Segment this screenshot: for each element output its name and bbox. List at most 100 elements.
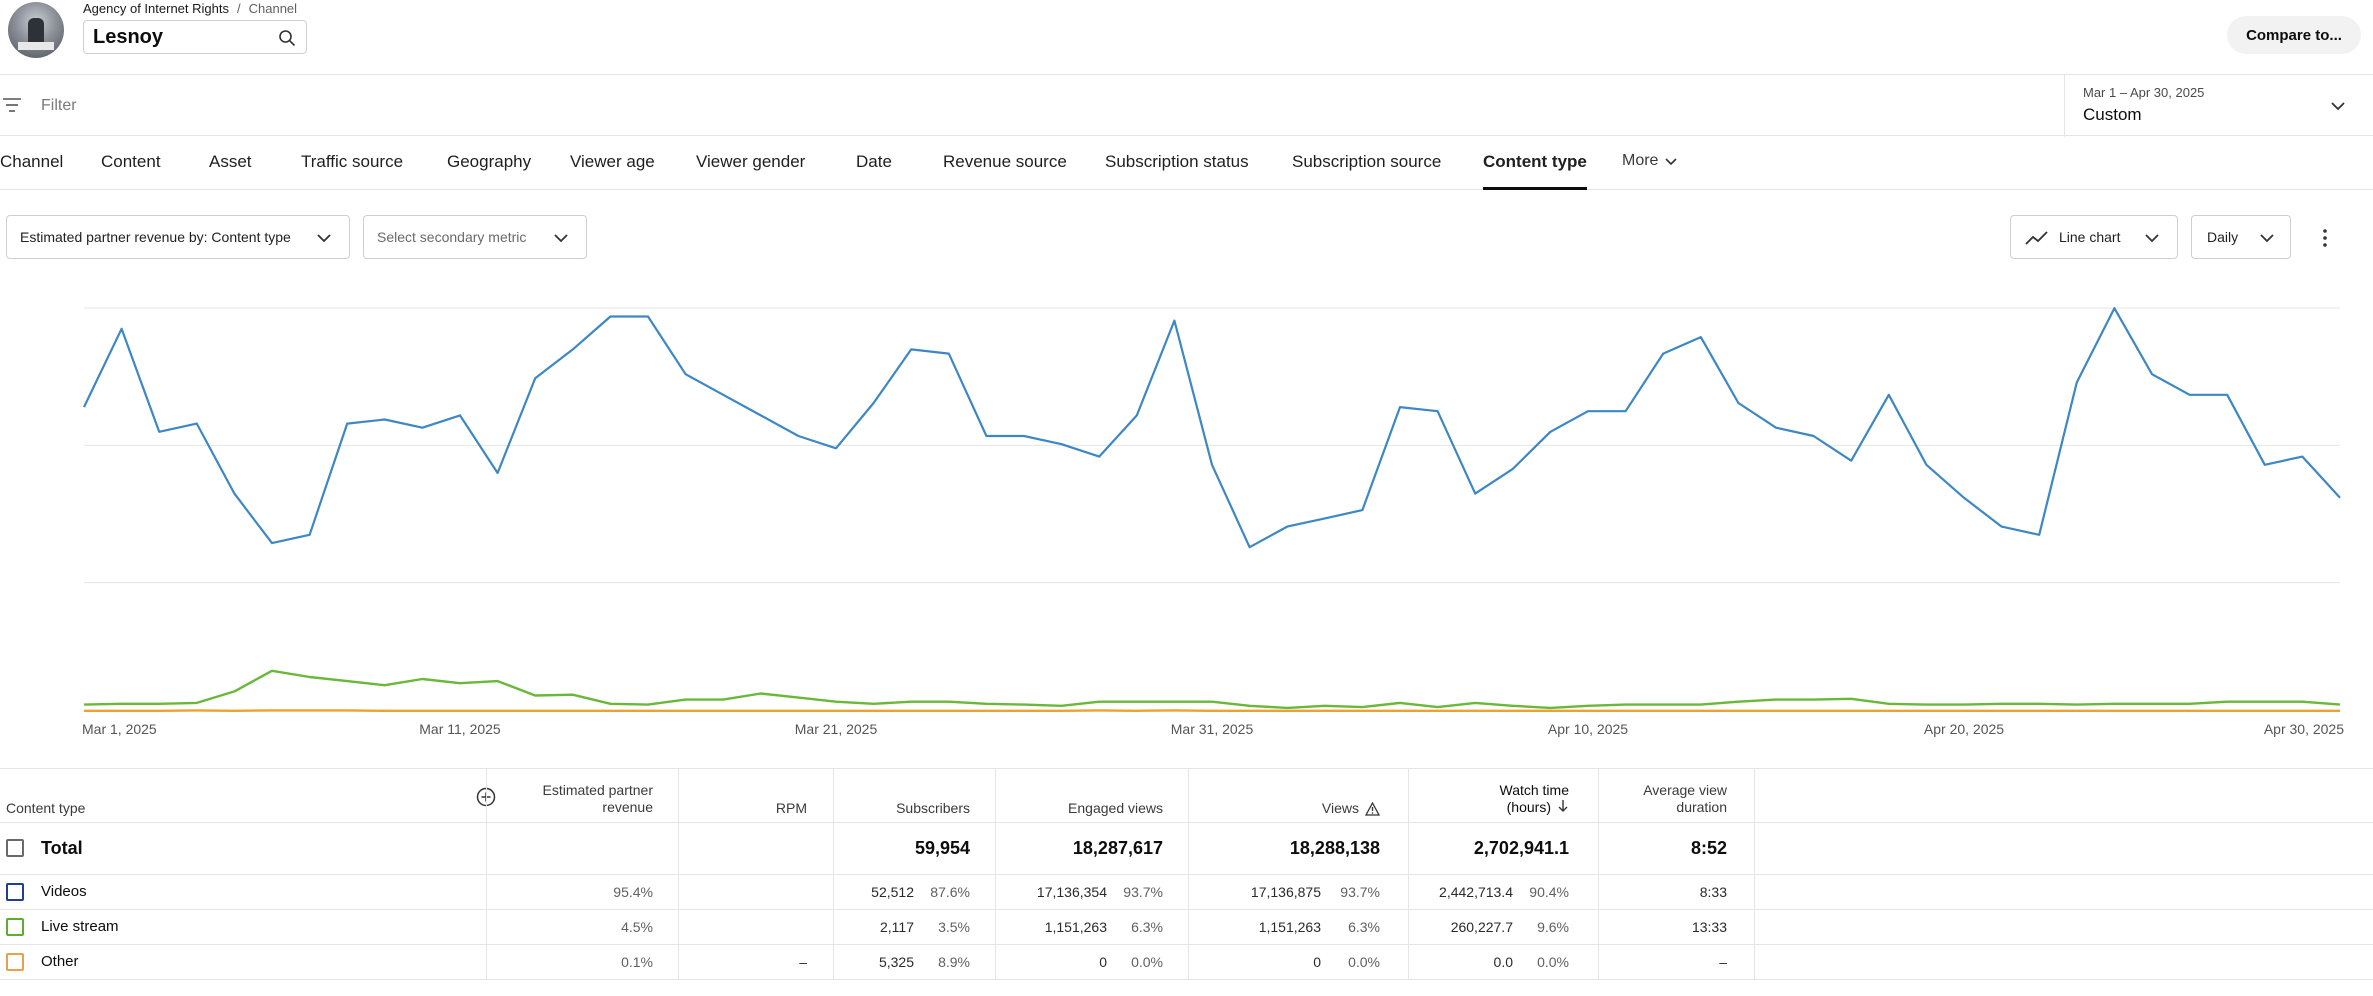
row-subscribers-pct: 3.5%: [938, 919, 970, 935]
tab-geography[interactable]: Geography: [447, 152, 532, 171]
total-subscribers: 59,954: [914, 838, 970, 858]
primary-metric-dropdown[interactable]: Estimated partner revenue by: Content ty…: [6, 215, 350, 259]
row-watch-time: 2,442,713.4: [1439, 884, 1513, 900]
column-divider: [1754, 768, 1755, 980]
row-label: Live stream: [41, 918, 119, 935]
chevron-down-icon: [1665, 158, 1678, 166]
tab-viewer-age[interactable]: Viewer age: [570, 152, 655, 171]
date-range-picker[interactable]: Mar 1 – Apr 30, 2025 Custom: [2064, 75, 2373, 137]
col-watch-time[interactable]: Watch time (hours): [1500, 782, 1570, 816]
tab-revenue-source[interactable]: Revenue source: [943, 152, 1067, 171]
col-avg-view-duration[interactable]: Average view duration: [1643, 782, 1727, 816]
row-subscribers: 5,325: [878, 954, 914, 970]
chart-type-label: Line chart: [2059, 229, 2121, 245]
tab-more-label: More: [1622, 152, 1659, 169]
row-revenue-pct: 0.1%: [621, 954, 653, 970]
table-row: Videos 95.4% 87.6% 52,512 93.7% 17,136,354 93.…: [0, 875, 2373, 910]
tab-content-type[interactable]: Content type: [1483, 152, 1587, 190]
total-watch-time: 2,702,941.1: [1473, 838, 1569, 858]
series-checkbox[interactable]: [6, 953, 24, 971]
column-divider: [833, 768, 834, 980]
row-label: Videos: [41, 883, 87, 900]
row-views-pct: 6.3%: [1348, 919, 1380, 935]
total-avg-duration: 8:52: [1690, 838, 1727, 858]
row-engaged-pct: 0.0%: [1131, 954, 1163, 970]
col-views-label: Views: [1321, 800, 1359, 816]
chart-x-ticks: Mar 1, 2025 Mar 11, 2025 Mar 21, 2025 Mar 3…: [82, 721, 2344, 737]
tab-traffic-source[interactable]: Traffic source: [301, 152, 404, 171]
chevron-down-icon: [317, 234, 331, 243]
channel-avatar[interactable]: [8, 2, 64, 58]
search-icon[interactable]: [278, 29, 296, 47]
breadcrumb-separator: /: [236, 1, 241, 16]
avatar-figure: [28, 18, 44, 44]
breadcrumb-org[interactable]: Agency of Internet Rights: [83, 1, 229, 16]
date-preset: Custom: [2083, 105, 2142, 124]
row-engaged-views: 1,151,263: [1044, 919, 1107, 935]
col-avg-line2: duration: [1676, 799, 1727, 815]
compare-to-button[interactable]: Compare to...: [2227, 16, 2361, 54]
chart-type-dropdown[interactable]: Line chart: [2010, 215, 2178, 259]
row-rpm: –: [799, 954, 807, 970]
checkbox-total[interactable]: [6, 839, 24, 857]
col-rpm[interactable]: RPM: [775, 800, 807, 816]
tab-channel[interactable]: Channel: [0, 152, 64, 171]
row-watch-time-pct: 9.6%: [1537, 919, 1569, 935]
row-revenue-pct: 4.5%: [621, 919, 653, 935]
secondary-metric-dropdown[interactable]: Select secondary metric: [363, 215, 587, 259]
series-line-green[interactable]: [83, 669, 2341, 710]
col-subscribers[interactable]: Subscribers: [896, 800, 970, 816]
tab-date[interactable]: Date: [856, 152, 892, 171]
filter-icon[interactable]: [2, 96, 22, 114]
tab-subscription-source[interactable]: Subscription source: [1292, 152, 1442, 171]
col-views[interactable]: Views: [1322, 800, 1380, 817]
chevron-down-icon: [2145, 234, 2159, 243]
column-divider: [1188, 768, 1189, 980]
chevron-down-icon: [2331, 102, 2345, 111]
col-avg-line1: Average view: [1643, 782, 1727, 798]
column-divider: [995, 768, 996, 980]
series-line-blue[interactable]: [83, 307, 2341, 549]
header: Agency of Internet Rights / Channel Lesnoy…: [0, 0, 2373, 70]
row-watch-time-pct: 90.4%: [1529, 884, 1569, 900]
tab-asset[interactable]: Asset: [209, 152, 252, 171]
row-watch-time: 0.0: [1493, 954, 1513, 970]
interval-label: Daily: [2207, 229, 2239, 245]
row-subscribers-pct: 87.6%: [930, 884, 970, 900]
row-views-pct: 93.7%: [1340, 884, 1380, 900]
tab-viewer-gender[interactable]: Viewer gender: [696, 152, 806, 171]
more-options-icon[interactable]: [2318, 226, 2332, 250]
x-tick-label: Apr 20, 2025: [1924, 721, 2004, 737]
avatar-base: [18, 42, 54, 50]
col-revenue[interactable]: Estimated partner revenue: [543, 782, 654, 816]
row-watch-time: 260,227.7: [1450, 919, 1513, 935]
tab-more[interactable]: More: [1622, 152, 1678, 190]
row-avg-duration: 8:33: [1699, 884, 1727, 900]
chevron-down-icon: [554, 234, 568, 243]
interval-dropdown[interactable]: Daily: [2191, 215, 2291, 259]
series-checkbox[interactable]: [6, 883, 24, 901]
col-content-type[interactable]: Content type: [6, 800, 86, 816]
column-divider: [1598, 768, 1599, 980]
tab-subscription-status[interactable]: Subscription status: [1105, 152, 1249, 171]
col-revenue-line2: revenue: [602, 799, 653, 815]
series-checkbox[interactable]: [6, 918, 24, 936]
x-tick-label: Mar 31, 2025: [1171, 721, 1254, 737]
channel-selector[interactable]: Lesnoy: [83, 20, 307, 54]
filter-input[interactable]: Filter: [41, 97, 77, 114]
sort-down-icon[interactable]: [1557, 799, 1569, 813]
x-tick-label: Apr 30, 2025: [2264, 721, 2344, 737]
table-row-total: Total 59,954 18,287,617 18,288,138: [0, 823, 2373, 875]
row-views: 1,151,263: [1258, 919, 1321, 935]
col-watch-time-line1: Watch time: [1499, 782, 1570, 798]
warning-icon[interactable]: [1365, 801, 1380, 816]
x-tick-label: Apr 10, 2025: [1548, 721, 1628, 737]
row-views-pct: 0.0%: [1348, 954, 1380, 970]
tab-content[interactable]: Content: [101, 152, 161, 171]
col-watch-time-line2: (hours): [1506, 799, 1551, 815]
table-row: Live stream 4.5% 3.5% 2,117 6.3% 1,151,263 6.3…: [0, 910, 2373, 945]
revenue-line-chart[interactable]: Mar 1, 2025 Mar 11, 2025 Mar 21, 2025 Mar 3…: [0, 280, 2373, 740]
x-tick-label: Mar 1, 2025: [82, 721, 157, 737]
col-engaged-views[interactable]: Engaged views: [1068, 800, 1163, 816]
row-views: 0: [1313, 954, 1321, 970]
